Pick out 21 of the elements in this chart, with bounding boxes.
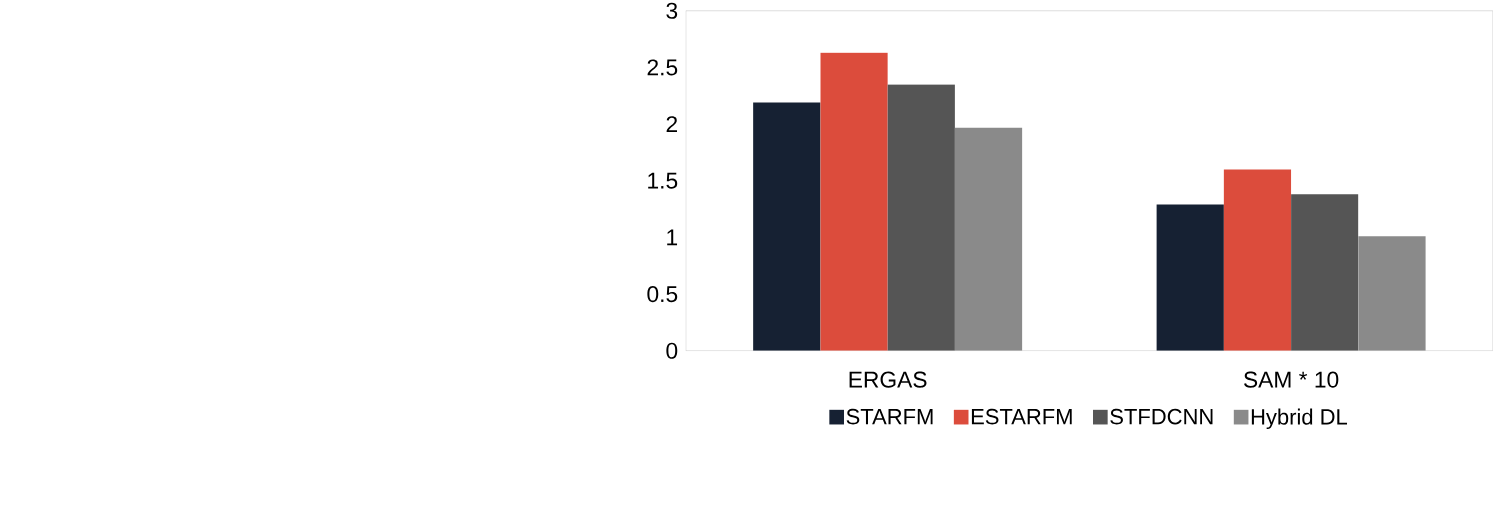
- x-tick-label: SAM * 10: [1244, 371, 1339, 388]
- bar: [887, 84, 955, 351]
- bar: [820, 52, 888, 351]
- bar: [1358, 236, 1426, 351]
- legend-label: ESTARFM: [971, 409, 1072, 425]
- legend-label: STARFM: [846, 409, 933, 425]
- bar: [753, 102, 821, 351]
- y-tick-label: 0.5: [647, 286, 678, 303]
- bar: [954, 127, 1023, 351]
- bar: [1223, 169, 1292, 351]
- legend-label: Hybrid DL: [1251, 408, 1348, 430]
- y-tick-label: 0: [666, 342, 678, 360]
- y-tick-label: 2: [666, 116, 677, 133]
- legend-label: STFDCNN: [1110, 409, 1213, 425]
- y-tick-label: 3: [666, 2, 678, 20]
- bar: [1156, 204, 1224, 351]
- y-tick-label: 1: [667, 229, 678, 246]
- y-tick-label: 2.5: [647, 59, 678, 76]
- y-tick-label: 1.5: [648, 173, 678, 189]
- bar: [1291, 194, 1359, 351]
- x-tick-label: ERGAS: [849, 371, 927, 388]
